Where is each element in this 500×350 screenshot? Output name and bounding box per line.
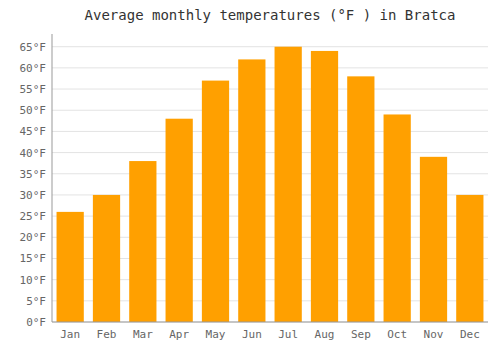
y-tick-label: 65°F [20,41,47,54]
x-tick-label: Nov [424,328,444,341]
y-axis-line [52,34,53,322]
x-tick-label: Jul [278,328,298,341]
y-tick-label: 5°F [26,295,46,308]
grid-line [52,131,488,132]
x-tick-label: Jun [242,328,262,341]
grid-line [52,152,488,153]
bar [420,157,447,322]
y-tick-label: 40°F [20,147,47,160]
x-tick-label: Apr [169,328,189,341]
grid [52,47,488,322]
x-tick-label: Aug [315,328,335,341]
bar [456,195,483,322]
bar [202,81,229,322]
y-tick-label: 10°F [20,274,47,287]
x-tick-label: May [206,328,226,341]
bar [166,119,193,322]
y-tick-label: 35°F [20,168,47,181]
grid-line [52,67,488,68]
grid-line [52,46,488,47]
x-tick-label: Mar [133,328,153,341]
title: Average monthly temperatures (°F ) in Br… [85,7,456,23]
y-tick-label: 60°F [20,62,47,75]
y-tick-label: 20°F [20,231,47,244]
y-tick-label: 15°F [20,252,47,265]
y-tick-label: 0°F [26,316,46,329]
bar [347,76,374,322]
grid-line [52,110,488,111]
y-tick-label: 25°F [20,210,47,223]
y-tick-label: 55°F [20,83,47,96]
x-tick-label: Sep [351,328,371,341]
bar [57,212,84,322]
bar [311,51,338,322]
x-axis-line [52,322,488,323]
x-tick-label: Oct [387,328,407,341]
grid-line [52,322,488,323]
bar [93,195,120,322]
x-tick-label: Dec [460,328,480,341]
bar [384,114,411,322]
bar [275,47,302,322]
grid-line [52,89,488,90]
chart: Average monthly temperatures (°F ) in Br… [0,0,500,350]
x-tick-label: Feb [97,328,117,341]
bar [129,161,156,322]
y-tick-label: 45°F [20,125,47,138]
y-tick-label: 30°F [20,189,47,202]
bars [57,47,484,322]
bar [238,59,265,322]
x-tick-label: Jan [60,328,80,341]
y-tick-label: 50°F [20,104,47,117]
